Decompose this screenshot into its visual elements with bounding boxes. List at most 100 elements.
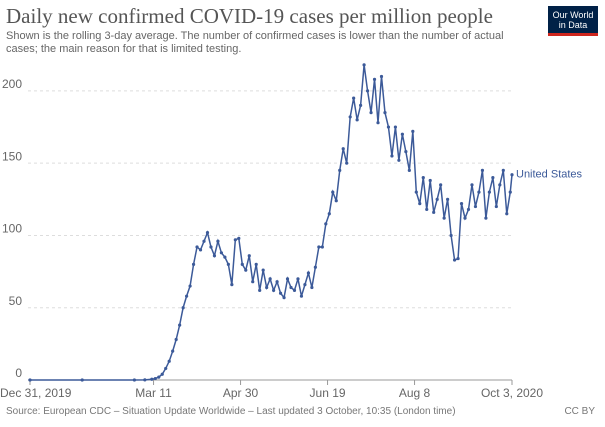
data-point: [289, 285, 293, 290]
series-label: United States: [516, 169, 583, 181]
y-tick-label: 200: [2, 77, 22, 91]
data-point: [345, 161, 349, 165]
data-point: [278, 291, 283, 295]
data-point: [505, 212, 509, 216]
y-tick-label: 50: [9, 294, 23, 308]
data-point: [338, 168, 342, 173]
data-point: [383, 110, 387, 115]
data-point: [167, 359, 171, 363]
data-point: [244, 268, 248, 272]
x-tick-label: Aug 8: [399, 386, 431, 400]
data-point: [480, 168, 485, 173]
x-tick-label: Apr 30: [223, 386, 259, 400]
y-tick-label: 0: [15, 366, 22, 380]
data-point: [306, 271, 311, 275]
data-point: [477, 190, 481, 194]
data-point: [435, 197, 439, 201]
data-point: [191, 262, 196, 266]
data-point: [376, 121, 380, 125]
data-point: [407, 168, 411, 173]
data-point: [265, 285, 269, 290]
data-point: [449, 233, 453, 238]
data-point: [494, 204, 498, 209]
data-point: [171, 349, 175, 353]
data-point: [418, 202, 422, 206]
data-point: [324, 222, 328, 226]
data-point: [285, 277, 290, 281]
data-point: [212, 254, 217, 258]
y-tick-label: 150: [2, 149, 22, 163]
data-point: [282, 296, 286, 300]
data-point: [195, 245, 199, 249]
data-point: [174, 337, 178, 342]
chart-subtitle: Shown is the rolling 3-day average. The …: [6, 30, 504, 55]
data-point: [400, 132, 404, 136]
data-point: [247, 254, 251, 258]
data-point: [352, 96, 356, 100]
data-point: [317, 245, 321, 249]
data-point: [334, 199, 338, 203]
data-point: [501, 168, 505, 173]
data-point: [320, 245, 324, 249]
x-tick-label: Jun 19: [310, 386, 346, 400]
data-point: [237, 236, 241, 240]
data-point: [303, 283, 307, 287]
y-tick-label: 100: [2, 222, 22, 236]
data-point: [261, 268, 265, 272]
data-point: [292, 288, 297, 292]
data-point: [327, 212, 331, 216]
data-point: [386, 125, 391, 129]
data-point: [205, 230, 210, 235]
data-point: [369, 110, 373, 115]
data-point: [226, 262, 230, 266]
x-tick-label: Mar 11: [135, 386, 172, 400]
data-point: [428, 178, 432, 183]
data-point: [198, 248, 203, 252]
data-point: [372, 77, 377, 81]
data-point: [230, 283, 234, 287]
data-point: [233, 238, 237, 242]
data-point: [446, 197, 450, 201]
data-point: [432, 210, 436, 214]
data-point: [143, 378, 147, 382]
data-point: [414, 190, 418, 194]
x-tick-label: Dec 31, 2019: [0, 386, 72, 400]
data-point: [365, 89, 370, 93]
data-point: [160, 372, 164, 376]
data-point: [362, 63, 366, 67]
data-point: [310, 285, 314, 290]
data-point: [442, 216, 446, 220]
license[interactable]: CC BY: [564, 406, 595, 417]
data-point: [299, 294, 304, 298]
data-point: [313, 265, 317, 269]
data-point: [150, 377, 154, 381]
data-point: [397, 158, 401, 162]
data-point: [491, 176, 495, 180]
data-point: [219, 251, 224, 255]
data-point: [251, 280, 255, 284]
data-point: [421, 176, 425, 180]
data-point: [425, 207, 429, 212]
data-point: [510, 173, 514, 177]
data-point: [28, 378, 32, 382]
data-point: [209, 245, 213, 249]
data-point: [153, 376, 157, 381]
data-point: [411, 129, 415, 133]
data-point: [240, 262, 244, 266]
data-point: [178, 323, 182, 327]
data-point: [331, 190, 335, 194]
data-point: [188, 284, 192, 288]
data-point: [181, 306, 185, 310]
data-point: [359, 103, 363, 107]
x-tick-label: Oct 3, 2020: [481, 386, 543, 400]
data-point: [355, 118, 359, 122]
data-point: [272, 288, 276, 292]
data-point: [404, 150, 408, 154]
data-point: [439, 183, 443, 187]
logo[interactable]: Our World in Data: [548, 6, 598, 36]
series-line: [30, 64, 513, 381]
data-point: [341, 147, 345, 151]
data-point: [185, 294, 189, 298]
data-point: [157, 375, 161, 379]
